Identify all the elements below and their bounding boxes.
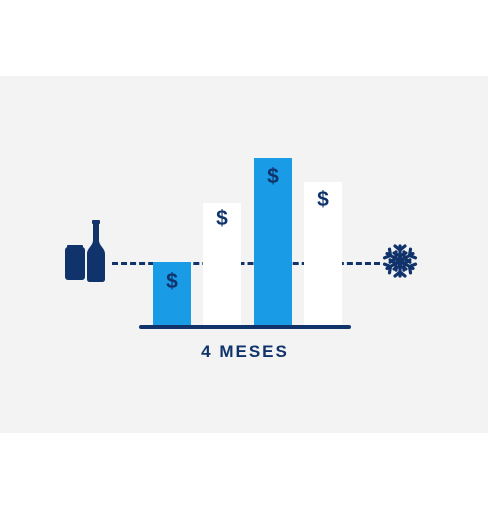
reference-dashed-line <box>112 262 380 265</box>
bar-1 <box>153 262 191 325</box>
dollar-icon-bar-4: $ <box>317 188 329 211</box>
snowflake-icon <box>382 244 418 278</box>
bottle-icon <box>87 220 105 282</box>
bar-4 <box>304 182 342 325</box>
bar-3 <box>254 158 292 325</box>
can-icon <box>65 245 85 280</box>
bar-2 <box>203 203 241 325</box>
dollar-icon-bar-2: $ <box>216 207 228 230</box>
dollar-icon-bar-3: $ <box>267 165 279 188</box>
duration-caption: 4 MESES <box>201 342 289 361</box>
dollar-icon-bar-1: $ <box>166 270 178 293</box>
baseline <box>139 325 351 329</box>
